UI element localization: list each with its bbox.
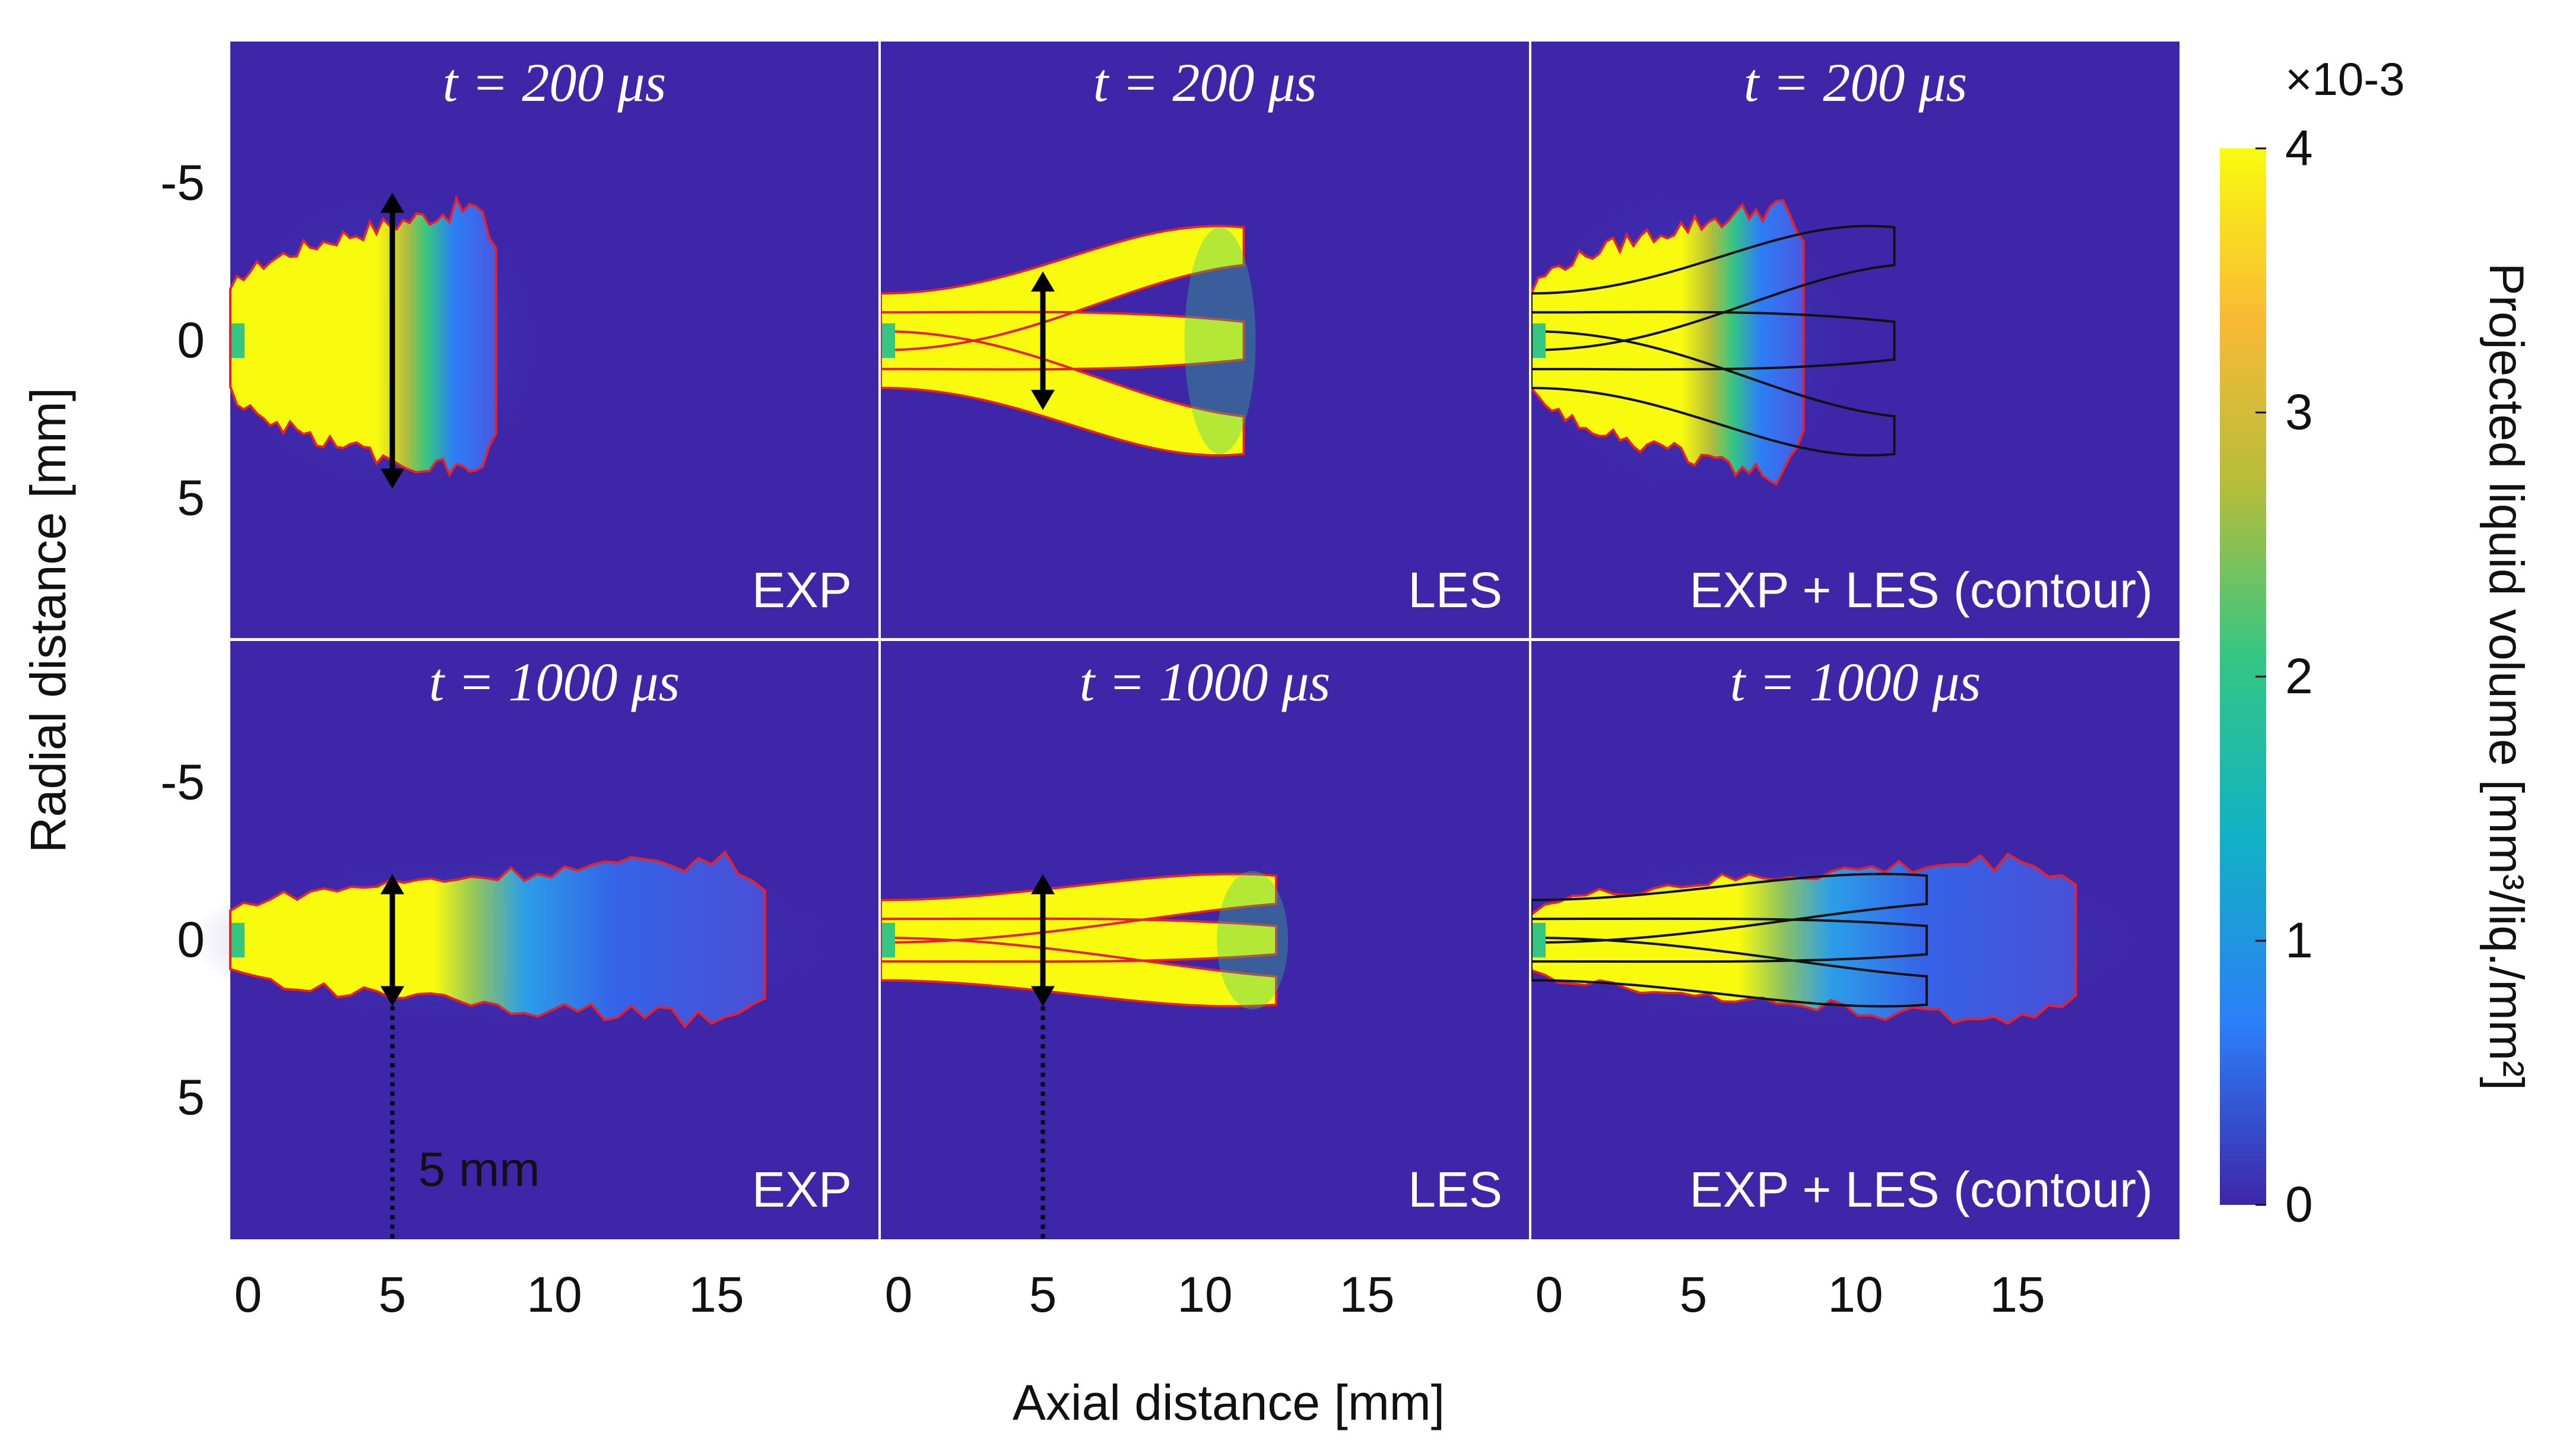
panel-r1-c1: t = 200 μs EXP xyxy=(222,42,878,640)
x-tick-label: 15 xyxy=(1990,1267,2045,1322)
x-tick-label: 0 xyxy=(885,1267,913,1322)
panel-r2-c1: t = 1000 μs EXP xyxy=(189,641,878,1239)
spray-boundary-contour xyxy=(1530,199,1805,486)
x-tick-label: 5 xyxy=(1029,1267,1057,1322)
panel-time-label: t = 1000 μs xyxy=(429,652,680,712)
scale-annotation: 5 mm xyxy=(418,1143,540,1197)
x-tick-label: 0 xyxy=(1536,1267,1563,1322)
panel-r1-c2: t = 200 μs LES xyxy=(880,42,1529,640)
y-tick-label: -5 xyxy=(160,754,205,810)
y-tick-label: -5 xyxy=(160,155,205,211)
spray-body xyxy=(1531,853,2076,1024)
panel-time-label: t = 1000 μs xyxy=(1730,652,1981,712)
panel-grid: t = 200 μs EXP t = 200 μs LES t = 200 μs EXP … xyxy=(189,42,2180,1239)
spray-body xyxy=(1531,200,1804,484)
panel-time-label: t = 1000 μs xyxy=(1080,652,1331,712)
colorbar-tick-label: 0 xyxy=(2285,1176,2313,1232)
y-tick-label: 0 xyxy=(177,912,205,967)
y-axis-label: Radial distance [mm] xyxy=(20,388,76,853)
colorbar-tick-label: 1 xyxy=(2285,912,2313,968)
y-tick-label: 5 xyxy=(177,1069,205,1125)
axis-ticks: 0 5 10 15 0 5 10 15 0 5 10 15 -5 0 5 -5 0 5 xyxy=(160,155,2045,1322)
nozzle-marker xyxy=(231,323,245,358)
x-tick-label: 10 xyxy=(1828,1267,1883,1322)
nozzle-marker xyxy=(1533,922,1546,958)
x-tick-label: 5 xyxy=(1680,1267,1708,1322)
panel-separator xyxy=(230,638,2180,641)
les-plumes xyxy=(880,224,1245,457)
panel-source-label: EXP + LES (contour) xyxy=(1689,562,2153,618)
spray-boundary-contour xyxy=(1530,852,2077,1026)
les-black-contour xyxy=(1530,224,1896,457)
nozzle-marker xyxy=(882,922,895,958)
panel-source-label: LES xyxy=(1408,562,1502,618)
spray-boundary-contour xyxy=(229,195,497,478)
nozzle-marker xyxy=(231,922,245,958)
y-tick-label: 0 xyxy=(177,312,205,368)
panel-source-label: LES xyxy=(1408,1162,1502,1217)
y-tick-label: 5 xyxy=(177,469,205,525)
panel-source-label: EXP + LES (contour) xyxy=(1689,1162,2153,1217)
panel-r2-c2: t = 1000 μs LES xyxy=(880,641,1529,1239)
panel-r2-c3: t = 1000 μs EXP + LES (contour) xyxy=(1489,641,2180,1239)
les-tip-mist xyxy=(1217,871,1289,1010)
x-tick-label: 15 xyxy=(1339,1267,1394,1322)
les-black-contour xyxy=(1530,872,1928,1008)
x-tick-label: 0 xyxy=(234,1267,262,1322)
panel-source-label: EXP xyxy=(752,562,852,618)
x-axis-label: Axial distance [mm] xyxy=(1013,1375,1445,1430)
width-arrow xyxy=(1031,271,1055,410)
les-tip-mist xyxy=(1184,227,1256,454)
x-tick-label: 15 xyxy=(689,1267,744,1322)
colorbar-ticks: 0 1 2 3 4 xyxy=(2255,120,2313,1232)
nozzle-marker xyxy=(1533,323,1546,358)
spray-body xyxy=(230,852,765,1027)
x-tick-label: 10 xyxy=(526,1267,582,1322)
panel-time-label: t = 200 μs xyxy=(443,52,667,113)
colorbar-multiplier: ×10-3 xyxy=(2285,53,2405,105)
spray-boundary-contour xyxy=(229,850,766,1029)
width-arrow xyxy=(380,192,404,489)
width-arrow xyxy=(380,874,404,1007)
panel-source-label: EXP xyxy=(752,1162,852,1217)
colorbar-tick-label: 3 xyxy=(2285,384,2313,440)
colorbar-tick-label: 2 xyxy=(2285,648,2313,704)
colorbar-tick-label: 4 xyxy=(2285,120,2313,176)
panel-time-label: t = 200 μs xyxy=(1744,52,1968,113)
colorbar-label: Projected liquid volume [mm³/liq./mm²] xyxy=(2479,263,2533,1090)
panel-time-label: t = 200 μs xyxy=(1093,52,1317,113)
width-arrow xyxy=(1031,874,1055,1007)
spray-body xyxy=(230,198,496,475)
x-tick-label: 5 xyxy=(379,1267,407,1322)
les-plumes xyxy=(880,872,1278,1008)
x-tick-label: 10 xyxy=(1177,1267,1232,1322)
panel-r1-c3: t = 200 μs EXP + LES (contour) xyxy=(1522,42,2180,640)
nozzle-marker xyxy=(882,323,895,358)
